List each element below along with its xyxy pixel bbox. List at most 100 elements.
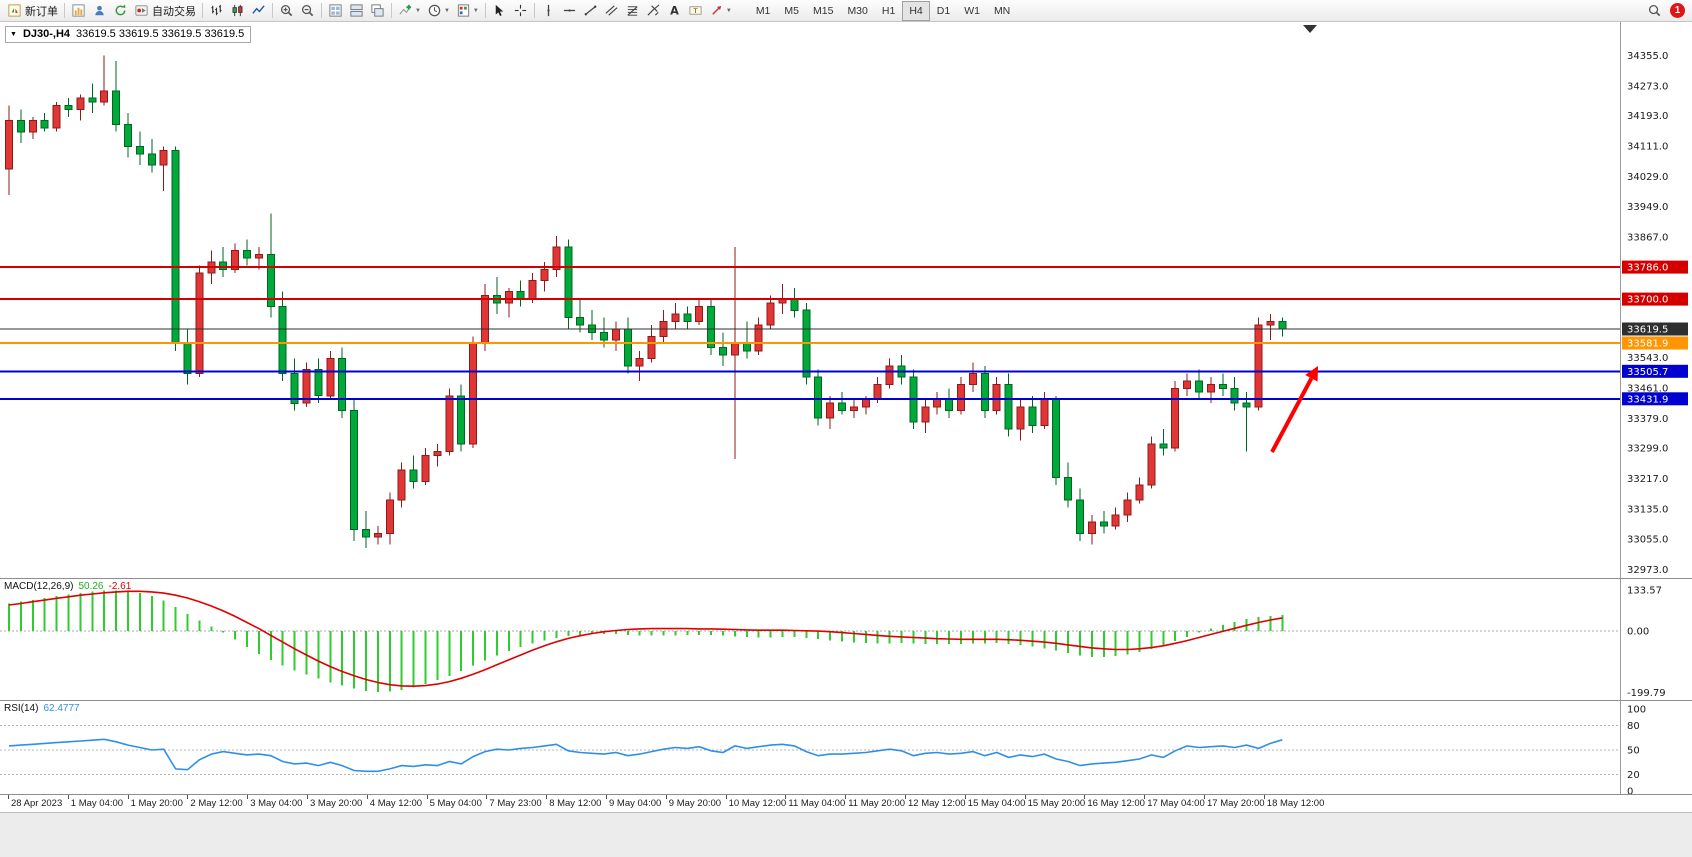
- auto-arrange-button[interactable]: [346, 1, 367, 21]
- timeframe-h1-button[interactable]: H1: [881, 4, 896, 17]
- vertical-line-button[interactable]: [538, 1, 559, 21]
- bar-chart-icon: [211, 4, 222, 16]
- search-button[interactable]: [1644, 1, 1665, 21]
- timeframe-mn-button[interactable]: MN: [993, 4, 1011, 17]
- toolbar-separator: [391, 3, 392, 18]
- pane-splitter[interactable]: [0, 700, 1692, 701]
- toolbar: 新订单 自动交易 ▼ ▼ ▼ A T ▼ M1 M5 M15 M30 H1 H4 D1 W1 MN 1: [0, 0, 1692, 22]
- pane-splitter[interactable]: [0, 794, 1692, 795]
- rsi-pane[interactable]: 100 80 50 20 0 RSI(14) 62.4777: [0, 701, 1692, 794]
- toolbar-separator: [321, 3, 322, 18]
- cascade-windows-button[interactable]: [367, 1, 388, 21]
- time-label: 16 May 12:00: [1087, 798, 1145, 809]
- andrews-pitchfork-button[interactable]: [643, 1, 664, 21]
- shapes-icon: [712, 5, 722, 15]
- price-tick-label: 34273.0: [1627, 82, 1668, 93]
- rsi-axis-label: 80: [1627, 721, 1640, 732]
- macd-axis-label: 0.00: [1627, 627, 1649, 638]
- chart-window: 33786.0 33700.0 33619.5 33581.9 33505.7 33431…: [0, 22, 1692, 812]
- timeframe-m30-button[interactable]: M30: [847, 4, 868, 17]
- main-chart-canvas[interactable]: 33786.0 33700.0 33619.5 33581.9 33505.7 33431…: [0, 22, 1692, 578]
- time-label: 12 May 12:00: [908, 798, 966, 809]
- macd-pane[interactable]: 133.57 0.00 -199.79 MACD(12,26,9) 50.26 -2.6…: [0, 579, 1692, 700]
- charts-icon: [72, 4, 85, 17]
- new-order-button[interactable]: 新订单: [4, 1, 61, 21]
- chevron-down-icon: ▼: [725, 7, 732, 14]
- macd-canvas: 133.57 0.00 -199.79: [0, 586, 1666, 699]
- time-label: 1 May 04:00: [70, 798, 124, 809]
- rsi-axis-label: 50: [1627, 746, 1640, 757]
- timeframe-m5-button[interactable]: M5: [784, 4, 799, 17]
- timeframe-m15-button[interactable]: M15: [813, 4, 834, 17]
- rsi-name: RSI(14): [4, 703, 39, 714]
- time-label: 3 May 20:00: [310, 798, 363, 809]
- cascade-icon: [371, 4, 384, 17]
- line-chart-button[interactable]: [248, 1, 269, 21]
- time-label: 2 May 12:00: [190, 798, 243, 809]
- candle-chart-icon: [232, 4, 243, 17]
- macd-signal-line: [8, 590, 1283, 688]
- macd-axis-label: -199.79: [1627, 688, 1666, 699]
- time-label: 5 May 04:00: [429, 798, 482, 809]
- fibonacci-button[interactable]: [622, 1, 643, 21]
- equidistant-channel-button[interactable]: [601, 1, 622, 21]
- line-chart-icon: [252, 5, 265, 14]
- main-chart-pane[interactable]: 33786.0 33700.0 33619.5 33581.9 33505.7 33431…: [0, 22, 1692, 578]
- arrow-annotation[interactable]: [1270, 366, 1318, 453]
- time-label: 15 May 20:00: [1027, 798, 1086, 809]
- pane-splitter[interactable]: [0, 578, 1692, 579]
- notification-badge[interactable]: 1: [1670, 3, 1685, 18]
- price-badge: [1622, 336, 1688, 350]
- templates-button[interactable]: ▼: [453, 1, 482, 21]
- timeframe-m1-button[interactable]: M1: [755, 4, 771, 17]
- arrows-button[interactable]: ▼: [706, 1, 735, 21]
- time-tick: [187, 795, 189, 799]
- text-button[interactable]: A: [664, 1, 685, 21]
- time-label: 11 May 04:00: [788, 798, 846, 809]
- time-label: 1 May 20:00: [130, 798, 183, 809]
- price-tick-label: 33135.0: [1627, 505, 1668, 516]
- time-label: 9 May 20:00: [668, 798, 722, 809]
- cursor-icon: [495, 4, 504, 16]
- bar-chart-button[interactable]: [206, 1, 227, 21]
- periods-icon: [428, 4, 441, 17]
- timeframe-w1-button[interactable]: W1: [964, 4, 980, 17]
- price-badge-label: 33700.0: [1627, 295, 1668, 306]
- price-tick-label: 34029.0: [1627, 172, 1668, 183]
- price-tick-label: 34193.0: [1627, 111, 1668, 122]
- channel-icon: [605, 5, 618, 16]
- price-badge-label: 33786.0: [1627, 263, 1668, 274]
- cursor-button[interactable]: [489, 1, 510, 21]
- candlestick-chart-button[interactable]: [227, 1, 248, 21]
- svg-text:A: A: [670, 5, 679, 18]
- refresh-button[interactable]: [110, 1, 131, 21]
- tile-windows-button[interactable]: [325, 1, 346, 21]
- rsi-line: [8, 738, 1283, 773]
- time-tick: [1204, 795, 1205, 799]
- zoom-out-button[interactable]: [297, 1, 318, 21]
- periods-button[interactable]: ▼: [424, 1, 453, 21]
- svg-text:T: T: [692, 7, 698, 15]
- timeframe-h4-button[interactable]: H4: [902, 0, 930, 21]
- crosshair-button[interactable]: [510, 1, 531, 21]
- profiles-button[interactable]: [89, 1, 110, 21]
- trendline-button[interactable]: [580, 1, 601, 21]
- time-label: 18 May 12:00: [1266, 798, 1325, 809]
- horizontal-line-button[interactable]: [559, 1, 580, 21]
- price-tick-label: 33867.0: [1627, 233, 1668, 244]
- price-tick-label: 33461.0: [1627, 384, 1668, 395]
- auto-trading-button[interactable]: 自动交易: [131, 1, 199, 21]
- time-tick: [546, 795, 548, 799]
- time-tick: [785, 795, 787, 799]
- time-tick: [486, 795, 488, 799]
- text-label-button[interactable]: T: [685, 1, 706, 21]
- indicators-button[interactable]: ▼: [395, 1, 424, 21]
- tile-windows-icon: [329, 4, 342, 17]
- timeframe-d1-button[interactable]: D1: [936, 4, 951, 17]
- chart-menu-caret-icon[interactable]: ▼: [10, 30, 17, 38]
- charts-button[interactable]: [68, 1, 89, 21]
- price-tick-label: 34111.0: [1627, 142, 1668, 153]
- zoom-in-button[interactable]: [276, 1, 297, 21]
- time-axis[interactable]: 28 Apr 2023 1 May 04:00 1 May 20:00 2 May 1…: [0, 795, 1692, 812]
- time-tick: [426, 795, 428, 799]
